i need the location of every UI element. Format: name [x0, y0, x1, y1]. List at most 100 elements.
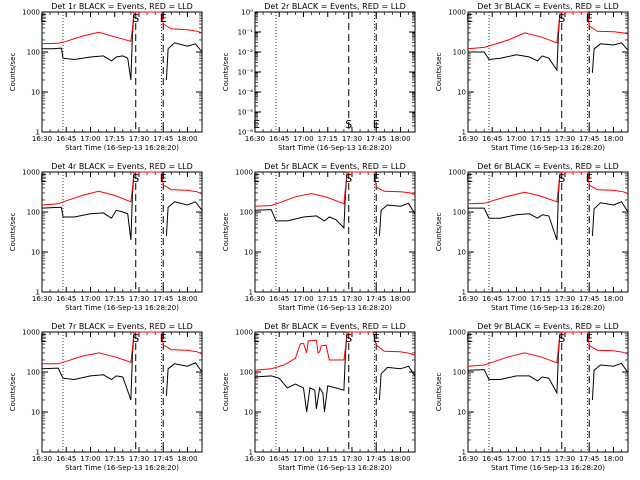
panel-title: Det 4r BLACK = Events, RED = LLD	[51, 162, 193, 171]
lld-series-line	[467, 11, 629, 50]
events-series-line	[42, 11, 203, 81]
x-tick-label: 18:00	[603, 135, 623, 143]
marker-s: S	[345, 332, 352, 345]
events-series-line	[254, 331, 416, 413]
y-tick-label: 10	[31, 249, 40, 257]
x-axis-title: Start Time (16-Sep-13 16:28:20)	[65, 464, 179, 472]
x-axis-title: Start Time (16-Sep-13 16:28:20)	[65, 144, 179, 152]
x-tick-label: 17:15	[318, 135, 338, 143]
lld-series-line	[41, 171, 203, 206]
plot-frame	[467, 11, 629, 133]
panel-det-6: Det 6r BLACK = Events, RED = LLD 1 10 100 10…	[435, 162, 629, 312]
marker-e: E	[586, 172, 593, 185]
marker-s: S	[558, 332, 565, 345]
marker-s: S	[345, 172, 352, 185]
marker-s: S	[132, 332, 139, 345]
x-tick-label: 17:30	[129, 135, 149, 143]
events-series-line	[467, 331, 629, 401]
y-tick-label: 10	[244, 249, 253, 257]
marker-e: E	[586, 332, 593, 345]
marker-s: S	[558, 12, 565, 25]
x-tick-label: 18:00	[177, 295, 197, 303]
y-tick-label: 1000	[235, 169, 253, 177]
events-series-line	[41, 171, 203, 241]
y-tick-label: 100	[27, 49, 40, 57]
x-tick-label: 16:45	[56, 295, 76, 303]
panel-title: Det 3r BLACK = Events, RED = LLD	[477, 2, 619, 11]
x-tick-label: 16:30	[458, 295, 478, 303]
x-tick-label: 17:15	[531, 295, 551, 303]
marker-e: E	[40, 12, 47, 25]
panel-det-4: Det 4r BLACK = Events, RED = LLD 1 10 100 10…	[9, 162, 203, 312]
marker-e: E	[40, 172, 47, 185]
panel-title: Det 1r BLACK = Events, RED = LLD	[51, 2, 193, 11]
panel-det-1: Det 1r BLACK = Events, RED = LLD 1 10 100 10…	[9, 2, 203, 152]
x-tick-label: 17:15	[105, 135, 125, 143]
y-tick-label: 1	[249, 289, 253, 297]
x-tick-label: 18:00	[390, 455, 410, 463]
x-tick-label: 16:45	[482, 295, 502, 303]
x-axis-title: Start Time (16-Sep-13 16:28:20)	[491, 464, 605, 472]
x-tick-label: 18:00	[177, 455, 197, 463]
x-axis-title: Start Time (16-Sep-13 16:28:20)	[278, 464, 392, 472]
panel-det-7: Det 7r BLACK = Events, RED = LLD 1 10 100 10…	[9, 322, 203, 472]
x-tick-label: 17:45	[366, 295, 386, 303]
panel-det-5: Det 5r BLACK = Events, RED = LLD 1 10 100 10…	[222, 162, 416, 312]
y-tick-label: 1000	[22, 9, 40, 17]
marker-e: E	[40, 332, 47, 345]
x-axis-title: Start Time (16-Sep-13 16:28:20)	[491, 144, 605, 152]
x-tick-label: 17:30	[129, 455, 149, 463]
marker-e: E	[586, 12, 593, 25]
x-tick-label: 16:45	[56, 135, 76, 143]
x-tick-label: 16:30	[32, 135, 52, 143]
y-tick-label: 10⁻⁶	[238, 129, 254, 137]
y-axis-title: Counts/sec	[435, 373, 443, 412]
y-axis-title: Counts/sec	[222, 373, 230, 412]
y-axis-title: Counts/sec	[9, 213, 17, 252]
marker-e: E	[253, 172, 260, 185]
y-tick-label: 10⁻⁴	[238, 89, 254, 97]
x-tick-label: 17:30	[555, 135, 575, 143]
events-series-line	[468, 171, 629, 241]
marker-e: E	[373, 172, 380, 185]
y-axis-title: Counts/sec	[9, 373, 17, 412]
x-tick-label: 17:15	[105, 455, 125, 463]
y-tick-label: 10⁻²	[238, 49, 254, 57]
x-tick-label: 17:45	[153, 295, 173, 303]
y-tick-label: 100	[453, 49, 466, 57]
y-tick-label: 10	[244, 409, 253, 417]
y-axis-title: Counts/sec	[435, 213, 443, 252]
events-series-line	[41, 331, 203, 401]
y-tick-label: 1	[36, 449, 40, 457]
x-tick-label: 16:45	[269, 455, 289, 463]
x-axis-title: Start Time (16-Sep-13 16:28:20)	[65, 304, 179, 312]
y-tick-label: 100	[453, 369, 466, 377]
x-tick-label: 17:00	[293, 455, 313, 463]
x-tick-label: 17:45	[579, 135, 599, 143]
panel-title: Det 6r BLACK = Events, RED = LLD	[477, 162, 619, 171]
x-tick-label: 16:30	[32, 295, 52, 303]
x-tick-label: 18:00	[390, 295, 410, 303]
x-tick-label: 16:30	[458, 135, 478, 143]
marker-e: E	[466, 332, 473, 345]
x-tick-label: 17:00	[506, 455, 526, 463]
x-tick-label: 17:00	[506, 135, 526, 143]
plot-frame	[41, 11, 203, 133]
y-tick-label: 1	[462, 289, 466, 297]
x-tick-label: 18:00	[603, 295, 623, 303]
lld-series-line	[254, 171, 416, 207]
plot-frame	[254, 331, 416, 453]
y-tick-label: 100	[240, 369, 253, 377]
x-tick-label: 18:00	[390, 135, 410, 143]
x-tick-label: 17:45	[579, 455, 599, 463]
x-tick-label: 16:30	[32, 455, 52, 463]
x-tick-label: 17:30	[342, 295, 362, 303]
x-tick-label: 17:15	[105, 295, 125, 303]
y-tick-label: 1	[36, 129, 40, 137]
x-tick-label: 17:45	[579, 295, 599, 303]
x-tick-label: 17:00	[80, 455, 100, 463]
plot-frame	[254, 171, 416, 293]
marker-e: E	[160, 332, 167, 345]
x-tick-label: 16:45	[269, 135, 289, 143]
